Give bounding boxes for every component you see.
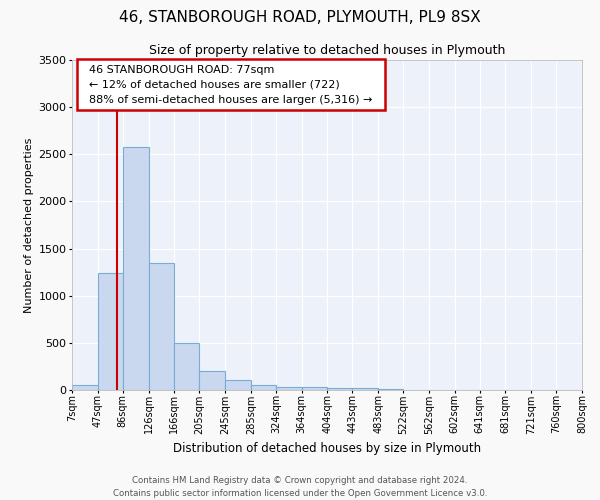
- Bar: [328, 388, 352, 390]
- Bar: [225, 380, 251, 390]
- Bar: [276, 387, 302, 390]
- Bar: [199, 370, 225, 390]
- Bar: [302, 387, 328, 390]
- Bar: [149, 262, 174, 390]
- Bar: [123, 146, 149, 390]
- Text: 46, STANBOROUGH ROAD, PLYMOUTH, PL9 8SX: 46, STANBOROUGH ROAD, PLYMOUTH, PL9 8SX: [119, 10, 481, 25]
- Y-axis label: Number of detached properties: Number of detached properties: [24, 138, 34, 312]
- Text: Contains HM Land Registry data © Crown copyright and database right 2024.
Contai: Contains HM Land Registry data © Crown c…: [113, 476, 487, 498]
- Title: Size of property relative to detached houses in Plymouth: Size of property relative to detached ho…: [149, 44, 505, 58]
- Bar: [72, 386, 98, 390]
- Bar: [378, 389, 403, 390]
- Text: 46 STANBOROUGH ROAD: 77sqm
  ← 12% of detached houses are smaller (722)
  88% of: 46 STANBOROUGH ROAD: 77sqm ← 12% of deta…: [82, 65, 380, 104]
- Bar: [98, 272, 123, 390]
- X-axis label: Distribution of detached houses by size in Plymouth: Distribution of detached houses by size …: [173, 442, 481, 455]
- Bar: [251, 385, 276, 390]
- Bar: [174, 343, 199, 390]
- Bar: [352, 388, 378, 390]
